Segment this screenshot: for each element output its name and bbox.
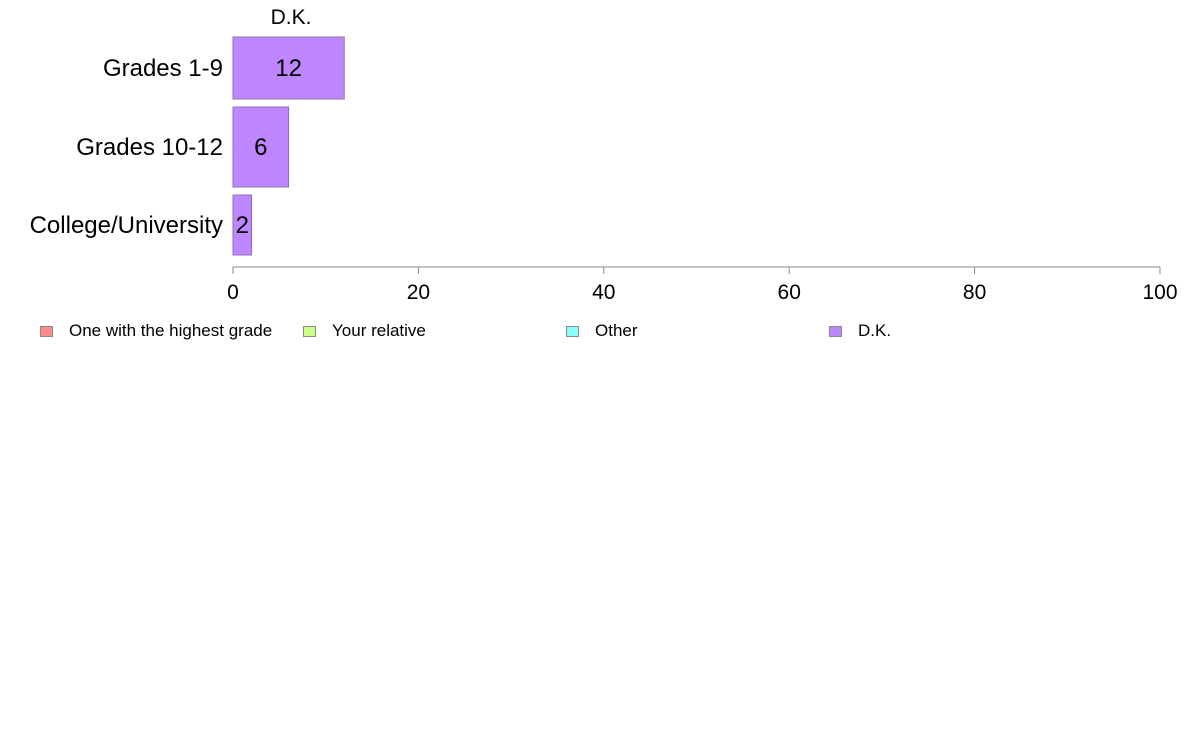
legend-label: Other [595,321,638,340]
bar [232,194,253,256]
x-tick-label: 20 [407,281,430,304]
data-label: 6 [254,134,267,161]
x-tick-label: 100 [1142,281,1177,304]
legend-label: Your relative [332,321,426,340]
legend: One with the highest grade Your relative… [0,318,1188,344]
legend-swatch-other [566,325,579,337]
category-label: College/University [30,212,223,239]
legend-swatch-your-relative [303,325,316,337]
legend-label: D.K. [858,321,892,340]
data-label: 12 [275,55,302,82]
bars-layer: Grades 1-9 12 Grades 10-12 6 College/Univers… [30,36,345,256]
x-tick-label: 0 [227,281,239,304]
legend-item-other: Other [566,318,638,344]
x-axis: 0 20 40 60 80 100 [227,266,1178,304]
x-tick-label: 80 [963,281,986,304]
legend-item-your-relative: Your relative [303,318,426,344]
legend-swatch-highest-grade [40,325,53,337]
legend-label: One with the highest grade [69,321,273,340]
bar [232,106,290,188]
legend-item-highest-grade: One with the highest grade [40,318,272,344]
x-tick-label: 60 [778,281,801,304]
chart-title: D.K. [271,6,312,29]
bar-chart: D.K. Grades 1-9 12 Grades 10-12 6 College/Un… [30,6,1178,304]
x-tick-label: 40 [592,281,615,304]
category-label: Grades 1-9 [103,55,223,82]
bar [232,36,345,100]
data-label: 2 [236,212,249,239]
category-label: Grades 10-12 [76,134,223,161]
legend-swatch-dk [829,325,842,337]
legend-item-dk: D.K. [829,318,891,344]
